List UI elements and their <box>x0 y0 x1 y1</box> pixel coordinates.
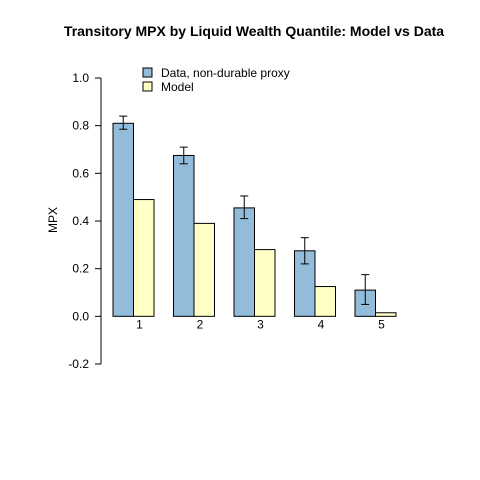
model-bar <box>133 199 155 317</box>
chart-title: Transitory MPX by Liquid Wealth Quantile… <box>64 23 444 39</box>
model-bar <box>375 312 397 317</box>
data-bar <box>233 207 255 317</box>
x-tick-labels: 1 2 3 4 5 <box>136 317 385 331</box>
bars <box>112 122 397 317</box>
x-tick-label: 3 <box>257 317 264 331</box>
y-tick-label: -0.2 <box>68 357 89 371</box>
y-tick-label: 0.4 <box>72 214 89 228</box>
legend-label: Model <box>161 80 194 94</box>
y-tick-label: 1.0 <box>72 71 89 85</box>
model-bar <box>254 249 276 317</box>
y-tick-label: 0.0 <box>72 309 89 323</box>
y-axis: -0.2 0.0 0.2 0.4 0.6 0.8 1.0 <box>68 71 102 371</box>
x-tick-label: 5 <box>378 317 385 331</box>
y-axis-label: MPX <box>46 207 60 233</box>
x-tick-label: 2 <box>197 317 204 331</box>
data-bar <box>112 122 134 317</box>
model-bar <box>314 286 336 317</box>
legend-label: Data, non-durable proxy <box>161 66 290 80</box>
y-tick-label: 0.6 <box>72 166 89 180</box>
x-tick-label: 1 <box>136 317 143 331</box>
data-bar <box>173 154 195 317</box>
x-tick-label: 4 <box>318 317 325 331</box>
legend-swatch <box>142 81 153 92</box>
y-tick-label: 0.8 <box>72 119 89 133</box>
y-tick-label: 0.2 <box>72 262 89 276</box>
legend-swatch <box>142 67 153 78</box>
model-bar <box>193 222 215 317</box>
error-bars <box>119 115 370 305</box>
